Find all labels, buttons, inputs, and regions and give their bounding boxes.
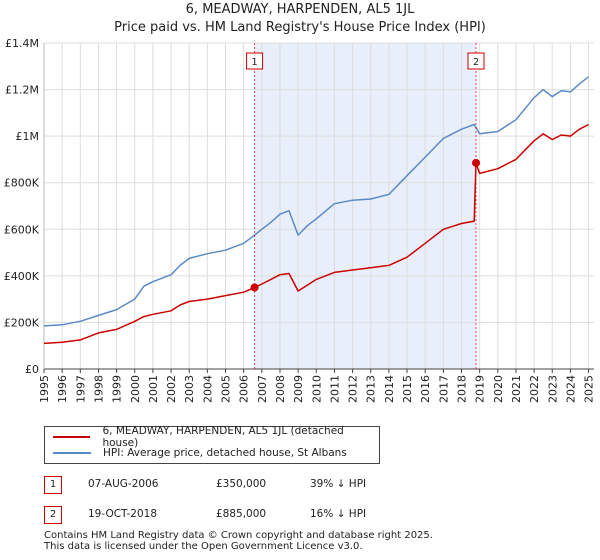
sale-row: 2 19-OCT-2018 £885,000 16% ↓ HPI [44, 506, 444, 524]
y-tick-label: £400K [4, 270, 40, 283]
sale-marker-label: 1 [251, 57, 257, 68]
x-tick-label: 2023 [546, 375, 559, 403]
y-tick-label: £200K [4, 316, 40, 329]
y-tick-label: £1.4M [5, 37, 39, 50]
sale-hpi-diff: 16% ↓ HPI [310, 508, 367, 520]
chart-subtitle: Price paid vs. HM Land Registry's House … [114, 20, 486, 35]
ownership-period-shade [254, 43, 477, 369]
x-tick-label: 2003 [183, 375, 196, 403]
legend-label-price-paid: 6, MEADWAY, HARPENDEN, AL5 1JL (detached… [102, 425, 344, 449]
x-tick-label: 1996 [56, 375, 69, 403]
x-tick-label: 2010 [310, 375, 323, 403]
price-chart: £0 £200K £400K £600K £800K £1M £1.2M £1.4M 1995 1… [4, 37, 596, 403]
footer-line-2: This data is licensed under the Open Gov… [44, 541, 363, 552]
legend-swatch-price-paid [53, 436, 91, 438]
sale-number-badge: 1 [44, 476, 62, 494]
y-tick-label: £600K [4, 223, 40, 236]
sale-hpi-diff: 39% ↓ HPI [310, 478, 367, 490]
sale-number-badge: 2 [44, 506, 62, 524]
x-tick-label: 2021 [510, 375, 523, 403]
x-tick-label: 1997 [74, 375, 87, 403]
x-tick-label: 2005 [220, 375, 233, 403]
y-tick-label: £1.2M [5, 84, 39, 97]
legend-item-hpi: HPI: Average price, detached house, St A… [53, 445, 347, 461]
x-tick-label: 2019 [474, 375, 487, 403]
x-tick-label: 2007 [256, 375, 269, 403]
hpi-line [43, 76, 590, 327]
sale-price: £350,000 [216, 478, 267, 490]
x-tick-label: 2025 [583, 375, 596, 403]
chart-legend: 6, MEADWAY, HARPENDEN, AL5 1JL (detached… [44, 425, 380, 464]
x-tick-label: 2012 [347, 375, 360, 403]
sale-row: 1 07-AUG-2006 £350,000 39% ↓ HPI [44, 476, 444, 494]
y-tick-label: £0 [25, 363, 39, 376]
x-tick-label: 2018 [455, 375, 468, 403]
footer-attribution: Contains HM Land Registry data © Crown c… [44, 530, 594, 552]
legend-item-price-paid: 6, MEADWAY, HARPENDEN, AL5 1JL (detached… [53, 425, 379, 449]
chart-title: 6, MEADWAY, HARPENDEN, AL5 1JL [185, 2, 415, 17]
sale-point [472, 158, 481, 167]
x-tick-label: 2008 [274, 375, 287, 403]
x-tick-label: 2017 [437, 375, 450, 403]
x-tick-label: 1998 [92, 375, 105, 403]
x-tick-label: 2020 [492, 375, 505, 403]
x-tick-label: 2014 [383, 375, 396, 403]
x-tick-label: 2009 [292, 375, 305, 403]
sale-point [250, 283, 259, 292]
sale-date: 19-OCT-2018 [88, 508, 157, 520]
y-tick-label: £1M [16, 130, 40, 143]
x-tick-label: 2013 [365, 375, 378, 403]
x-tick-label: 2002 [165, 375, 178, 403]
footer-line-1: Contains HM Land Registry data © Crown c… [44, 530, 433, 541]
sale-marker-badge [246, 52, 264, 70]
sale-date: 07-AUG-2006 [88, 478, 159, 490]
sale-price: £885,000 [216, 508, 267, 520]
x-tick-label: 2011 [328, 375, 341, 403]
price-paid-line [43, 123, 589, 345]
legend-swatch-hpi [53, 452, 91, 454]
x-tick-label: 1999 [111, 375, 124, 403]
y-tick-label: £800K [4, 177, 40, 190]
x-tick-label: 2016 [419, 375, 432, 403]
x-tick-label: 2001 [147, 375, 160, 403]
legend-label-hpi: HPI: Average price, detached house, St A… [103, 447, 347, 459]
x-tick-label: 2006 [238, 375, 251, 403]
sale-marker-badge [467, 52, 485, 70]
x-tick-label: 1995 [38, 375, 51, 403]
x-tick-label: 2004 [201, 375, 214, 403]
x-tick-label: 2024 [564, 375, 577, 403]
sale-marker-label: 2 [473, 57, 479, 68]
x-tick-label: 2015 [401, 375, 414, 403]
x-tick-label: 2000 [129, 375, 142, 403]
x-tick-label: 2022 [528, 375, 541, 403]
